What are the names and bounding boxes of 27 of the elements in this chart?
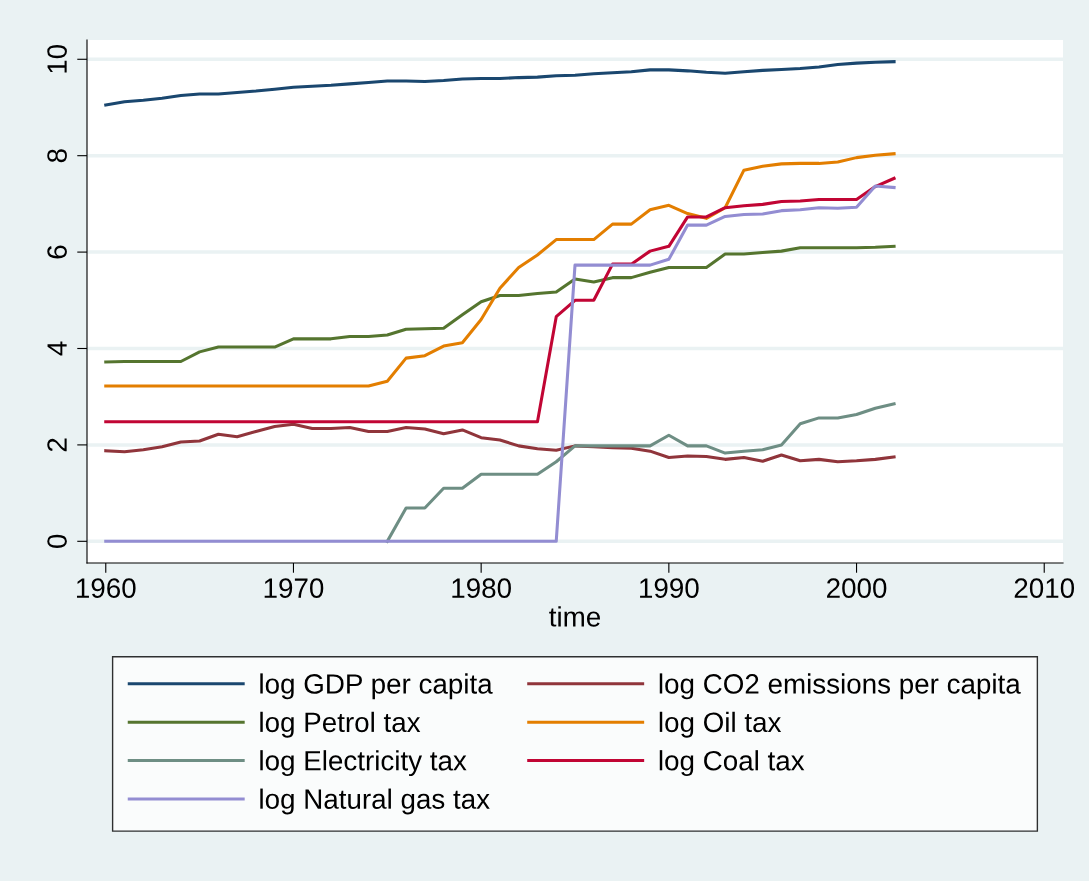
y-tick-label: 8 [47,149,67,163]
y-tick-label: 6 [47,245,67,259]
line-series [104,184,896,543]
legend-label: log GDP per capita [260,673,493,700]
legend-label: log CO2 emissions per capita [659,673,1021,700]
y-tick-label: 2 [47,438,67,452]
legend-label: log Petrol tax [260,711,421,738]
line-series [385,402,896,543]
y-tick-label: 4 [47,341,67,356]
y-tick-label: 0 [47,534,67,548]
line-series [104,422,896,464]
x-tick-label: 1980 [452,578,511,598]
x-tick-label: 2010 [1014,578,1075,598]
x-tick-label: 1960 [76,578,136,598]
legend-label: log Oil tax [659,711,782,738]
legend-label: log Coal tax [659,750,805,777]
line-series [104,152,896,388]
x-tick-label: 1990 [640,578,699,598]
legend-label: log Natural gas tax [260,788,490,815]
line-series [104,244,896,364]
x-axis-title: time [549,606,601,627]
y-tick-label: 10 [47,44,67,73]
line-series [104,60,896,107]
line-series [104,176,896,424]
legend-label: log Electricity tax [260,750,467,777]
x-tick-label: 1970 [264,578,324,598]
x-tick-label: 2000 [827,578,887,598]
